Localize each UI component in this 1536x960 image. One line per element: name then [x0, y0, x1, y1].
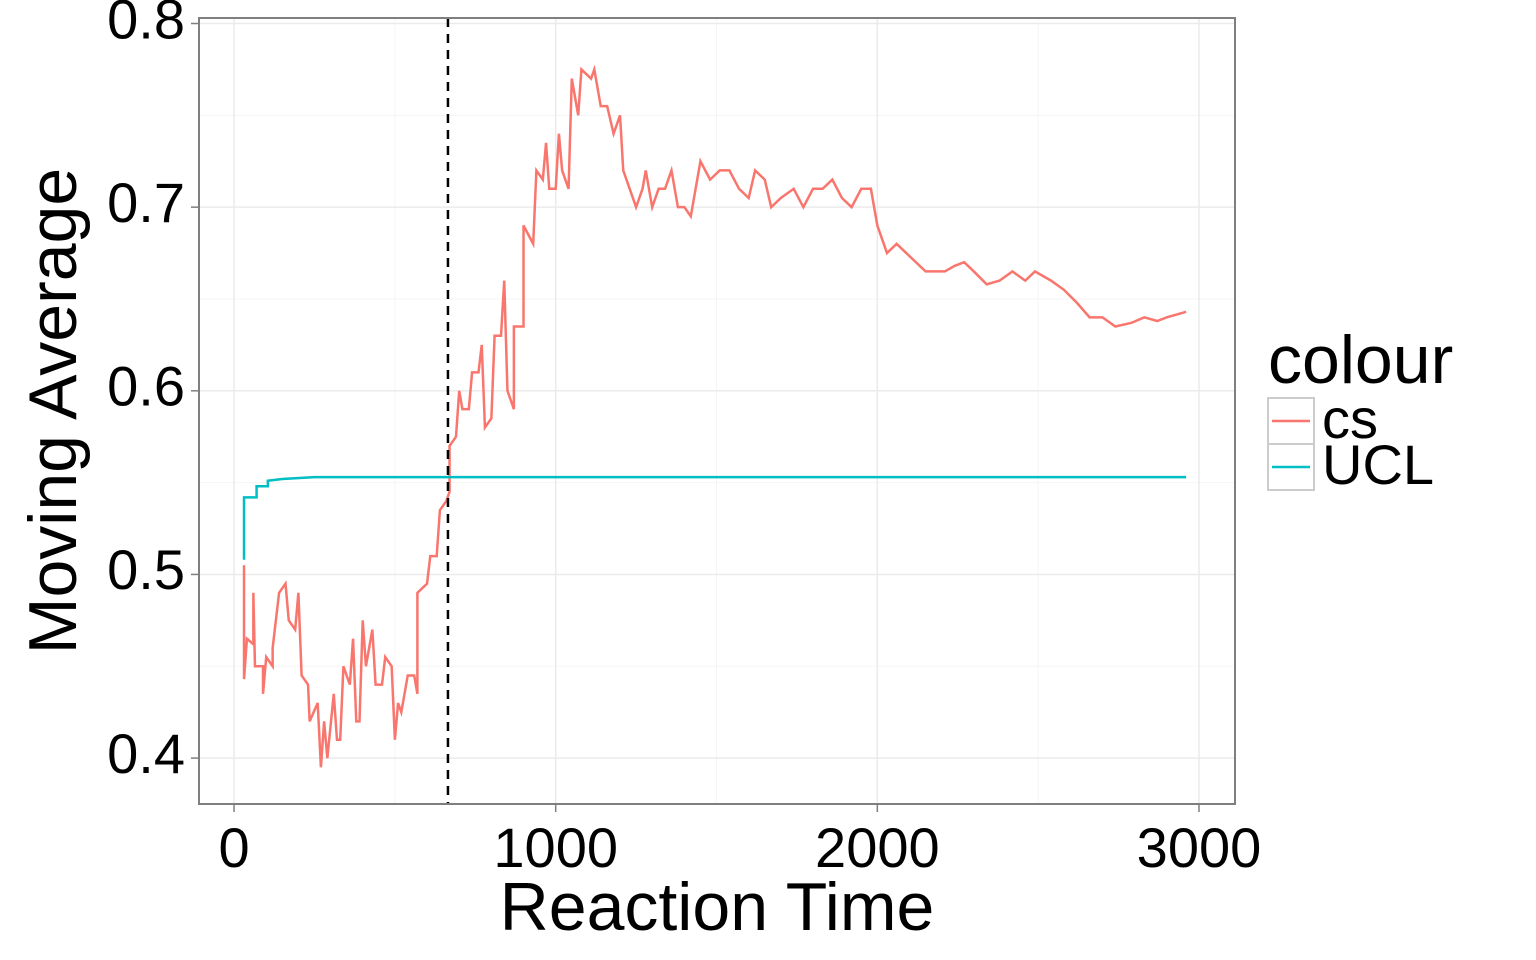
- legend-title: colour: [1268, 322, 1453, 398]
- y-tick-label: 0.7: [107, 171, 185, 234]
- y-tick-label: 0.5: [107, 538, 185, 601]
- legend-label: cs: [1322, 387, 1378, 450]
- y-tick-label: 0.4: [107, 722, 185, 785]
- legend-label: UCL: [1322, 433, 1434, 496]
- x-tick-label: 0: [218, 816, 249, 879]
- y-axis-title: Moving Average: [15, 168, 91, 654]
- x-axis-title: Reaction Time: [500, 869, 935, 945]
- plot-border: [198, 17, 1236, 805]
- line: [242, 475, 1187, 560]
- x-tick-label: 1000: [493, 816, 618, 879]
- y-tick-label: 0.6: [107, 355, 185, 418]
- line: [242, 64, 1187, 768]
- x-tick-label: 2000: [815, 816, 940, 879]
- y-tick-label: 0.8: [107, 0, 185, 50]
- x-tick-label: 3000: [1137, 816, 1262, 879]
